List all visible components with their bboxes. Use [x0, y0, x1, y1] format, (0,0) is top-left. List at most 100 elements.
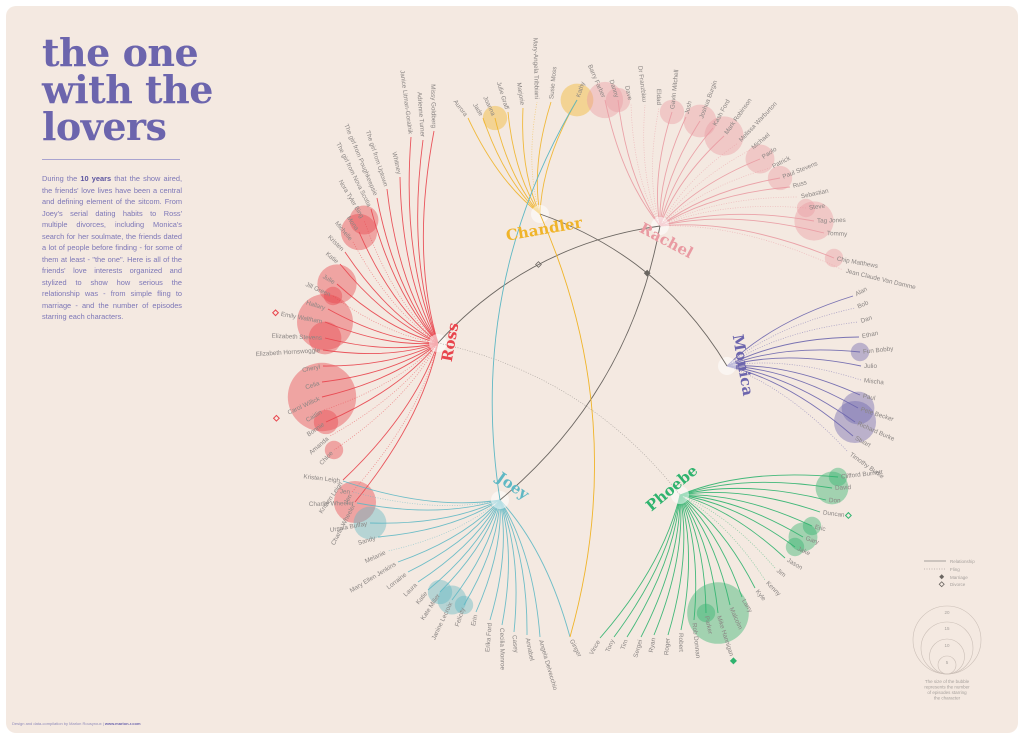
relationship-line	[499, 499, 517, 633]
partner-label: Melanie	[364, 549, 387, 565]
partner-label: Susie Moss	[548, 66, 558, 99]
relationship-line	[407, 499, 501, 573]
partner-label: Elizabeth Hornswoggle	[256, 347, 321, 358]
partner-label: Sandy	[357, 535, 377, 547]
partner-label: Charlie Wheeler	[309, 500, 354, 508]
relationship-line	[679, 494, 743, 598]
legend-divorce: Divorce	[950, 582, 966, 587]
partner-label: Jade	[471, 102, 484, 118]
partner-label: Ginger	[568, 638, 583, 658]
relationship-line	[489, 499, 504, 621]
partner-label: Lorraine	[386, 571, 409, 591]
fling-line	[333, 342, 439, 451]
fling-line	[363, 219, 439, 344]
relationship-line	[679, 494, 719, 614]
episode-bubble	[349, 205, 379, 235]
partner-label: Rob Donnan	[690, 623, 701, 659]
partner-label: Erin	[470, 614, 479, 627]
fling-line	[659, 142, 739, 227]
relationship-line	[417, 499, 501, 583]
credit-line: Design and data-compilation by Marlon Ro…	[12, 721, 141, 726]
relationship-line	[482, 117, 541, 215]
partner-label: Aurora	[452, 99, 469, 119]
partner-label: Cecilia Monroe	[498, 628, 506, 671]
relationship-line	[427, 499, 501, 591]
hub-glow	[671, 486, 689, 504]
partner-label: Sebastian	[800, 188, 829, 201]
partner-label: Casey	[510, 635, 519, 654]
partner-label: Julio	[864, 363, 877, 370]
cross-link-rachel-joey	[499, 225, 661, 501]
fling-line	[352, 491, 501, 506]
relationship-line	[324, 321, 439, 345]
fling-line	[659, 196, 799, 227]
relationship-line	[494, 117, 541, 215]
relationship-line	[408, 136, 439, 344]
partner-label: Ryan	[648, 637, 658, 653]
poster: Adrienne Turner Janice Litman-Goralnik Mis…	[6, 6, 1018, 733]
relationship-line	[659, 218, 825, 234]
title-line-1: the one	[42, 30, 199, 75]
relationship-line	[451, 499, 501, 601]
partner-label: Duncan	[822, 509, 845, 519]
relationship-line	[344, 251, 439, 344]
partner-label: Jim	[775, 567, 787, 579]
relationship-line	[321, 342, 439, 398]
relationship-line	[679, 494, 813, 527]
relationship-line	[321, 342, 439, 383]
legend-fling: Fling	[950, 567, 960, 572]
divorce-icon	[272, 414, 280, 422]
relationship-line	[659, 186, 791, 227]
partner-label: Eric	[814, 524, 826, 533]
intro-text-rest: that the show aired, the friends' love l…	[42, 174, 183, 321]
marriage-icon	[729, 657, 737, 665]
relationship-line	[327, 308, 439, 344]
friend-name-phoebe: Phoebe	[642, 461, 701, 514]
relationship-line	[679, 494, 756, 589]
relationship-line	[507, 111, 541, 215]
marriage-icon	[939, 574, 945, 580]
relationship-line	[667, 494, 685, 636]
title-divider	[42, 159, 180, 160]
title-line-3: lovers	[42, 104, 167, 149]
bubble-size-label: 10	[944, 643, 950, 648]
relationship-line	[369, 499, 501, 524]
bubble-note-line: of episodes starring	[927, 690, 967, 695]
bubble-note-line: The size of the bubble	[925, 679, 970, 684]
relationship-line	[386, 188, 439, 344]
partner-label: Whitney	[390, 151, 402, 176]
relationship-line	[339, 263, 439, 344]
partner-label: Tim	[620, 639, 630, 651]
relationship-line	[399, 176, 439, 344]
partner-label: Erika Ford	[484, 622, 493, 652]
partner-label: Russ	[792, 179, 808, 190]
bubble-note-line: represents the number	[924, 685, 970, 690]
cross-link-chandler-ginger	[539, 213, 595, 638]
partner-label: Dan	[860, 314, 874, 324]
cross-link-ross-rachel	[437, 225, 661, 344]
legend-relationship: Relationship	[950, 559, 975, 564]
fling-line	[531, 101, 541, 215]
title-line-2: with the	[42, 67, 213, 112]
partner-label: Robert	[677, 633, 684, 652]
partner-label: Josh	[684, 100, 694, 115]
page-title: the one with the lovers	[42, 30, 213, 149]
fling-line	[352, 241, 439, 344]
partner-label: Tag Jones	[817, 217, 846, 225]
relationship-line	[679, 494, 731, 606]
relationship-line	[726, 365, 856, 423]
partner-label: Gavin Mitchell	[669, 69, 680, 109]
partner-label: Bob	[856, 299, 870, 310]
relationship-line	[726, 365, 854, 437]
partner-label: Janice Litman-Goralnik	[398, 70, 413, 136]
partner-label: Jean Claude Van Damme	[845, 268, 917, 292]
credit-link[interactable]: www.marion-r.com	[104, 721, 141, 726]
fling-line	[643, 104, 661, 227]
fling-line	[679, 494, 776, 569]
credit-text: Design and data-compilation by Marlon Ro…	[12, 721, 105, 726]
relationship-line	[322, 342, 439, 367]
relationship-line	[599, 494, 681, 639]
relationship-line	[539, 99, 578, 215]
fling-line	[659, 149, 751, 227]
fling-line	[351, 342, 439, 493]
